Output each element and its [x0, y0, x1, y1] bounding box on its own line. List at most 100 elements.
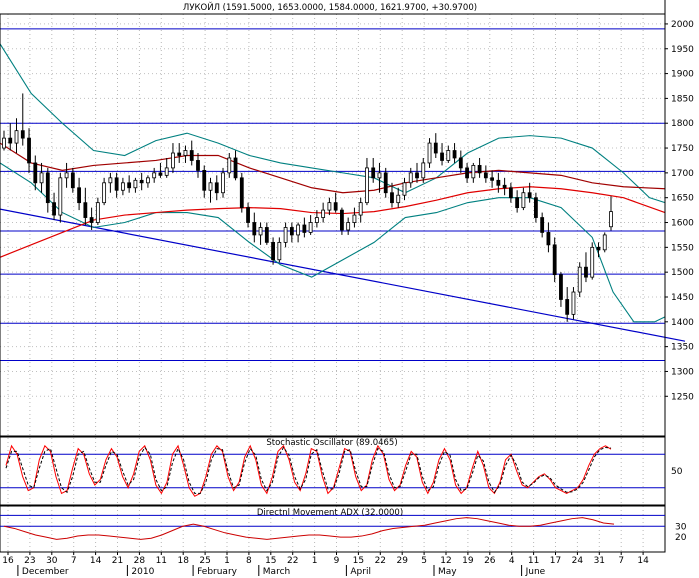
candle-body — [358, 202, 363, 216]
candle-body — [296, 224, 301, 236]
candle-body — [227, 157, 232, 174]
candle-body — [314, 217, 319, 223]
candle-body — [108, 177, 113, 184]
y-tick-label: 1900 — [671, 70, 694, 80]
candle-body — [540, 217, 545, 233]
candle-body — [415, 172, 419, 179]
x-tick-label: 24 — [572, 556, 584, 566]
candle-body — [402, 182, 407, 196]
x-tick-label: 26 — [484, 556, 496, 566]
stochastic-title: Stochastic Oscillator (89.0465) — [266, 438, 397, 448]
candle-body — [377, 172, 382, 179]
x-tick-label: 23 — [24, 556, 35, 566]
x-tick-label: 28 — [134, 556, 146, 566]
candle-body — [327, 202, 332, 211]
x-tick-label: 31 — [594, 556, 605, 566]
candle-body — [458, 157, 463, 169]
x-tick-label: 12 — [440, 556, 451, 566]
x-tick-label: 14 — [637, 556, 649, 566]
candle-body — [477, 165, 482, 174]
candle-body — [502, 184, 507, 189]
candle-body — [396, 194, 401, 204]
candle-body — [14, 130, 19, 144]
candle-body — [584, 266, 588, 278]
candle-body — [233, 157, 238, 179]
x-tick-label: 11 — [528, 556, 539, 566]
x-tick-label: 16 — [2, 556, 14, 566]
candle-body — [189, 150, 194, 161]
x-tick-label: 22 — [375, 556, 386, 566]
y-tick-label: 1800 — [671, 119, 694, 129]
candle-body — [496, 179, 501, 186]
month-label: May — [438, 567, 457, 577]
candle-body — [546, 232, 551, 246]
candle-body — [77, 187, 81, 204]
candle-body — [515, 197, 520, 209]
trend-line — [0, 208, 686, 342]
candle-body — [139, 179, 144, 184]
candle-body — [427, 142, 432, 164]
candle-body — [421, 162, 426, 179]
candle-body — [20, 130, 25, 139]
moving-average-darkred-line — [0, 142, 666, 194]
adx-y-label: 20 — [675, 533, 687, 543]
candle-body — [102, 182, 107, 204]
candle-body — [383, 172, 388, 194]
candle-body — [433, 142, 438, 154]
candle-body — [127, 182, 132, 189]
candle-body — [571, 291, 576, 315]
stochastic-d-line — [5, 446, 612, 494]
candle-body — [559, 274, 563, 300]
candle-body — [277, 241, 282, 261]
candle-body — [27, 137, 31, 164]
candle-body — [590, 246, 595, 278]
candle-body — [346, 222, 351, 231]
x-tick-label: 15 — [353, 556, 364, 566]
candle-body — [333, 202, 338, 211]
candle-body — [321, 209, 326, 218]
candle-body — [534, 197, 538, 218]
candle-body — [2, 137, 6, 149]
panel-frames — [0, 0, 666, 553]
x-tick-label: 1 — [224, 556, 230, 566]
candle-body — [258, 227, 263, 236]
x-tick-label: 22 — [287, 556, 298, 566]
candle-body — [196, 160, 200, 171]
adx-line — [3, 517, 615, 540]
candle-body — [120, 182, 125, 191]
bollinger-upper-line — [0, 43, 666, 204]
candle-body — [508, 187, 513, 199]
candle-body — [202, 169, 207, 191]
candle-body — [158, 172, 163, 176]
candle-body — [164, 167, 169, 176]
candle-body — [289, 227, 294, 236]
candle-body — [371, 167, 376, 179]
candle-body — [483, 172, 488, 179]
x-tick-label: 5 — [421, 556, 427, 566]
candle-body — [283, 227, 288, 243]
candle-body — [352, 214, 357, 223]
candle-body — [246, 207, 250, 223]
candle-body — [308, 222, 313, 233]
x-tick-label: 25 — [199, 556, 210, 566]
y-tick-label: 1300 — [671, 367, 694, 377]
candle-body — [152, 172, 157, 179]
x-tick-label: 29 — [396, 556, 408, 566]
candle-body — [565, 299, 570, 315]
main-chart-title: ЛУКОЙЛ (1591.5000, 1653.0000, 1584.0000,… — [183, 1, 477, 13]
y-tick-label: 1250 — [671, 392, 694, 402]
candle-body — [33, 162, 38, 184]
x-tick-label: 21 — [112, 556, 123, 566]
y-tick-label: 1600 — [671, 219, 694, 229]
candle-body — [302, 224, 307, 233]
candle-body — [465, 167, 469, 179]
candle-body — [39, 172, 44, 184]
y-tick-label: 1350 — [671, 343, 694, 353]
candle-body — [133, 179, 138, 189]
x-tick-label: 1 — [312, 556, 318, 566]
candle-body — [602, 234, 607, 251]
x-tick-label: 14 — [90, 556, 102, 566]
x-tick-label: 9 — [334, 556, 340, 566]
y-tick-label: 1700 — [671, 169, 694, 179]
